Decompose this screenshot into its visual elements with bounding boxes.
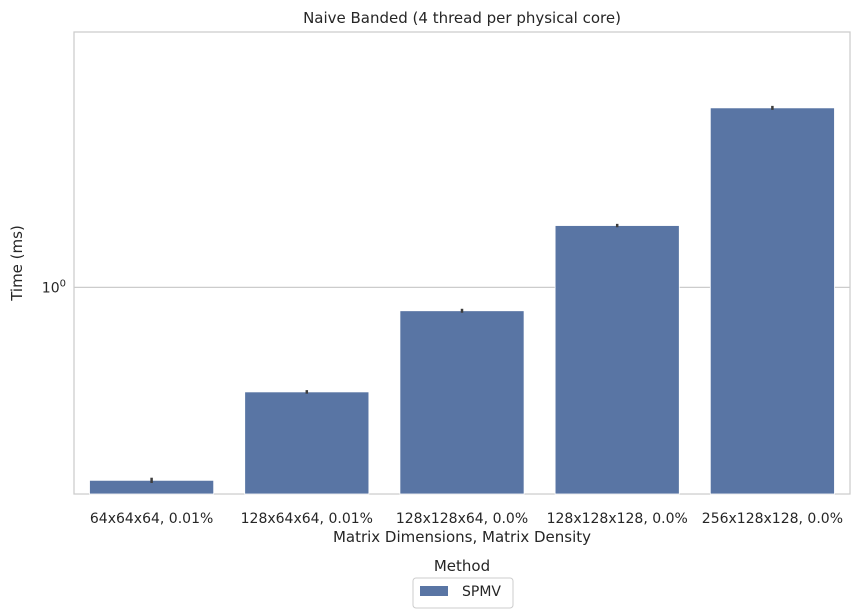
legend-label-spmv: SPMV: [462, 584, 501, 600]
bars-layer: [89, 105, 835, 495]
bar: [399, 310, 525, 495]
x-tick-label: 128x128x128, 0.0%: [547, 511, 688, 527]
chart-title: Naive Banded (4 thread per physical core…: [303, 9, 621, 27]
bar: [554, 225, 680, 495]
y-axis-label: Time (ms): [8, 225, 26, 302]
legend-box: [412, 577, 514, 609]
y-tick-base: 10: [42, 280, 60, 296]
x-tick-label: 256x128x128, 0.0%: [702, 511, 843, 527]
x-axis-label: Matrix Dimensions, Matrix Density: [333, 528, 591, 546]
legend-title: Method: [434, 557, 490, 575]
legend: Method SPMV: [412, 557, 514, 609]
y-tick-label: 100: [42, 278, 66, 296]
y-tick-exponent: 0: [60, 278, 66, 289]
x-tick-layer: 64x64x64, 0.01% 128x64x64, 0.01% 128x128x6…: [90, 511, 843, 527]
legend-swatch-spmv: [420, 586, 448, 596]
x-tick-label: 128x128x64, 0.0%: [396, 511, 528, 527]
bar: [709, 107, 835, 495]
x-tick-label: 64x64x64, 0.01%: [90, 511, 213, 527]
x-tick-label: 128x64x64, 0.01%: [241, 511, 373, 527]
y-tick-layer: 100: [42, 278, 66, 296]
bar: [244, 391, 370, 495]
